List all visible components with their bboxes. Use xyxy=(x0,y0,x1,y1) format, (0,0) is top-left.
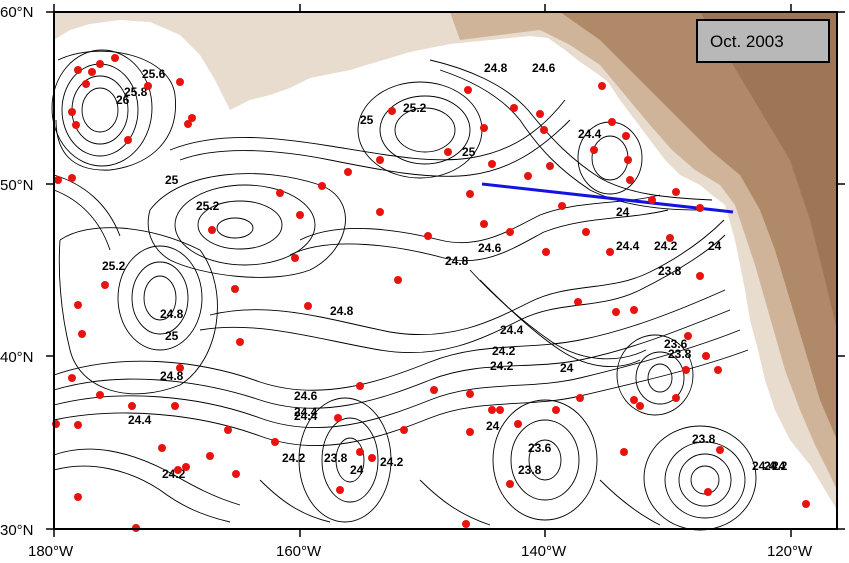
contour-label: 24 xyxy=(560,361,574,375)
contour-label: 24.6 xyxy=(294,389,318,403)
float-dots xyxy=(52,54,810,532)
map-frame xyxy=(53,11,838,530)
contour-label: 24.2 xyxy=(492,344,516,358)
contour-label: 25 xyxy=(165,329,179,343)
contour-label: 23.6 xyxy=(664,337,688,351)
contour-label: 25 xyxy=(462,145,476,159)
contour-label: 24 xyxy=(350,463,364,477)
contour-label: 24.2 xyxy=(654,239,678,253)
contour-label: 24.2 xyxy=(490,359,514,373)
contour-label: 24.8 xyxy=(445,254,469,268)
lon-label-160w: 160°W xyxy=(276,543,322,560)
contour-label: 24 xyxy=(486,419,500,433)
contour-label: 24 xyxy=(772,459,786,473)
contour-label: 24.8 xyxy=(160,307,184,321)
section-line xyxy=(481,182,734,214)
lat-label-60n: 60°N xyxy=(0,4,34,21)
contour-label: 24.4 xyxy=(294,409,318,423)
contour-label: 26 xyxy=(116,93,130,107)
lon-label-120w: 120°W xyxy=(767,543,813,560)
contour-label: 24.4 xyxy=(578,127,602,141)
contour-label-group: 25.6 25.8 26 24.8 24.6 25.2 25 24.4 25 2… xyxy=(102,61,788,481)
contour-label: 25.2 xyxy=(403,101,427,115)
contour-label: 24.6 xyxy=(532,61,556,75)
lon-label-140w: 140°W xyxy=(521,543,567,560)
contour-label: 25.2 xyxy=(196,199,220,213)
contour-label: 24.4 xyxy=(500,323,524,337)
contour-label: 25.6 xyxy=(142,67,166,81)
contour-label: 24.8 xyxy=(160,369,184,383)
contour-label: 25 xyxy=(165,173,179,187)
contour-label: 23.8 xyxy=(668,347,692,361)
lat-label-30n: 30°N xyxy=(0,522,34,539)
latitude-labels: 60°N 50°N 40°N 30°N xyxy=(0,4,34,539)
lat-label-50n: 50°N xyxy=(0,177,34,194)
contour-label: 24.2 xyxy=(282,451,306,465)
contour-label: 25 xyxy=(360,113,374,127)
contour-label: 25.8 xyxy=(124,85,148,99)
lon-label-180w: 180°W xyxy=(28,543,74,560)
contour-label: 23.8 xyxy=(324,451,348,465)
contour-label: 24.4 xyxy=(616,239,640,253)
longitude-labels: 180°W 160°W 140°W 120°W xyxy=(28,543,813,560)
contour-label: 23.8 xyxy=(658,264,682,278)
contour-label: 24.2 xyxy=(764,459,788,473)
date-label-box: Oct. 2003 xyxy=(696,19,830,63)
contour-label: 24.2 xyxy=(162,467,186,481)
date-label: Oct. 2003 xyxy=(710,32,784,51)
lat-label-40n: 40°N xyxy=(0,349,34,366)
contour-label: 24.4 xyxy=(128,413,152,427)
contour-label: 24.4 xyxy=(752,459,776,473)
contour-label: 24.6 xyxy=(478,241,502,255)
contour-label: 25.2 xyxy=(102,259,126,273)
contour-label: 24.8 xyxy=(484,61,508,75)
contour-label: 24.4 xyxy=(294,405,318,419)
contour-label: 24.8 xyxy=(330,304,354,318)
contour-label: 23.8 xyxy=(518,463,542,477)
contour-label: 24.2 xyxy=(380,455,404,469)
contour-label: 24 xyxy=(616,205,630,219)
contour-label: 24 xyxy=(708,239,722,253)
axis-ticks xyxy=(46,4,845,537)
contour-label: 23.6 xyxy=(528,441,552,455)
contour-label: 23.8 xyxy=(692,432,716,446)
